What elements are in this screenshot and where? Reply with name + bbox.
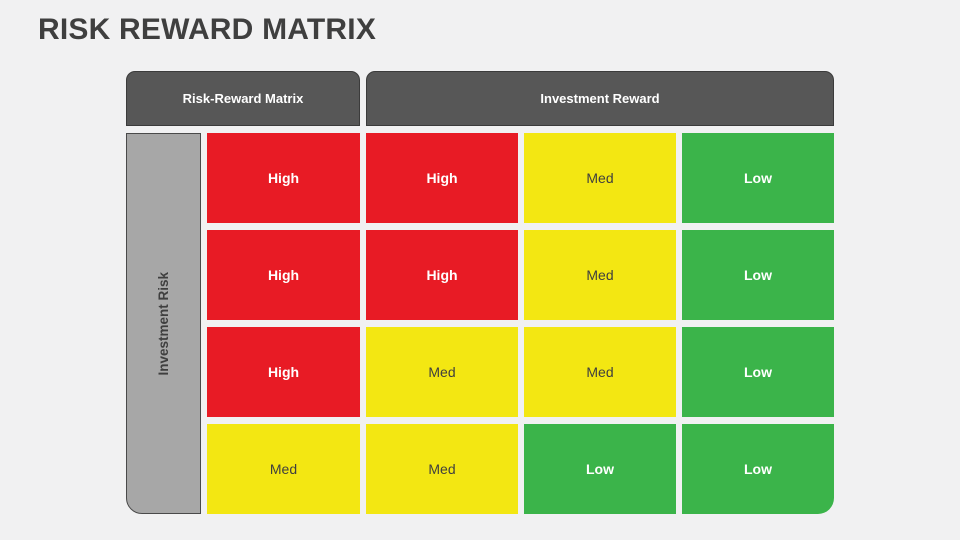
- investment-reward-header: Investment Reward: [366, 71, 834, 126]
- cell-r4c3: Low: [524, 424, 676, 514]
- cell-r2c4: Low: [682, 230, 834, 320]
- matrix-body: Investment Risk High High Med Low High H…: [126, 133, 834, 514]
- cell-r1c3: Med: [524, 133, 676, 223]
- cell-r2c2: High: [366, 230, 518, 320]
- risk-reward-matrix: Risk-Reward Matrix Investment Reward Inv…: [126, 71, 834, 514]
- investment-risk-label: Investment Risk: [156, 271, 171, 376]
- cell-r1c1: High: [207, 133, 360, 223]
- cell-r3c4: Low: [682, 327, 834, 417]
- investment-risk-column: Investment Risk: [126, 133, 201, 514]
- cell-r1c4: Low: [682, 133, 834, 223]
- matrix-header-row: Risk-Reward Matrix Investment Reward: [126, 71, 834, 126]
- matrix-corner-header: Risk-Reward Matrix: [126, 71, 360, 126]
- cell-r3c3: Med: [524, 327, 676, 417]
- cell-r4c4: Low: [682, 424, 834, 514]
- page-title: RISK REWARD MATRIX: [38, 13, 377, 46]
- cell-r4c2: Med: [366, 424, 518, 514]
- cell-r4c1: Med: [207, 424, 360, 514]
- cell-r3c1: High: [207, 327, 360, 417]
- cell-r3c2: Med: [366, 327, 518, 417]
- cell-r2c3: Med: [524, 230, 676, 320]
- cell-r1c2: High: [366, 133, 518, 223]
- cell-r2c1: High: [207, 230, 360, 320]
